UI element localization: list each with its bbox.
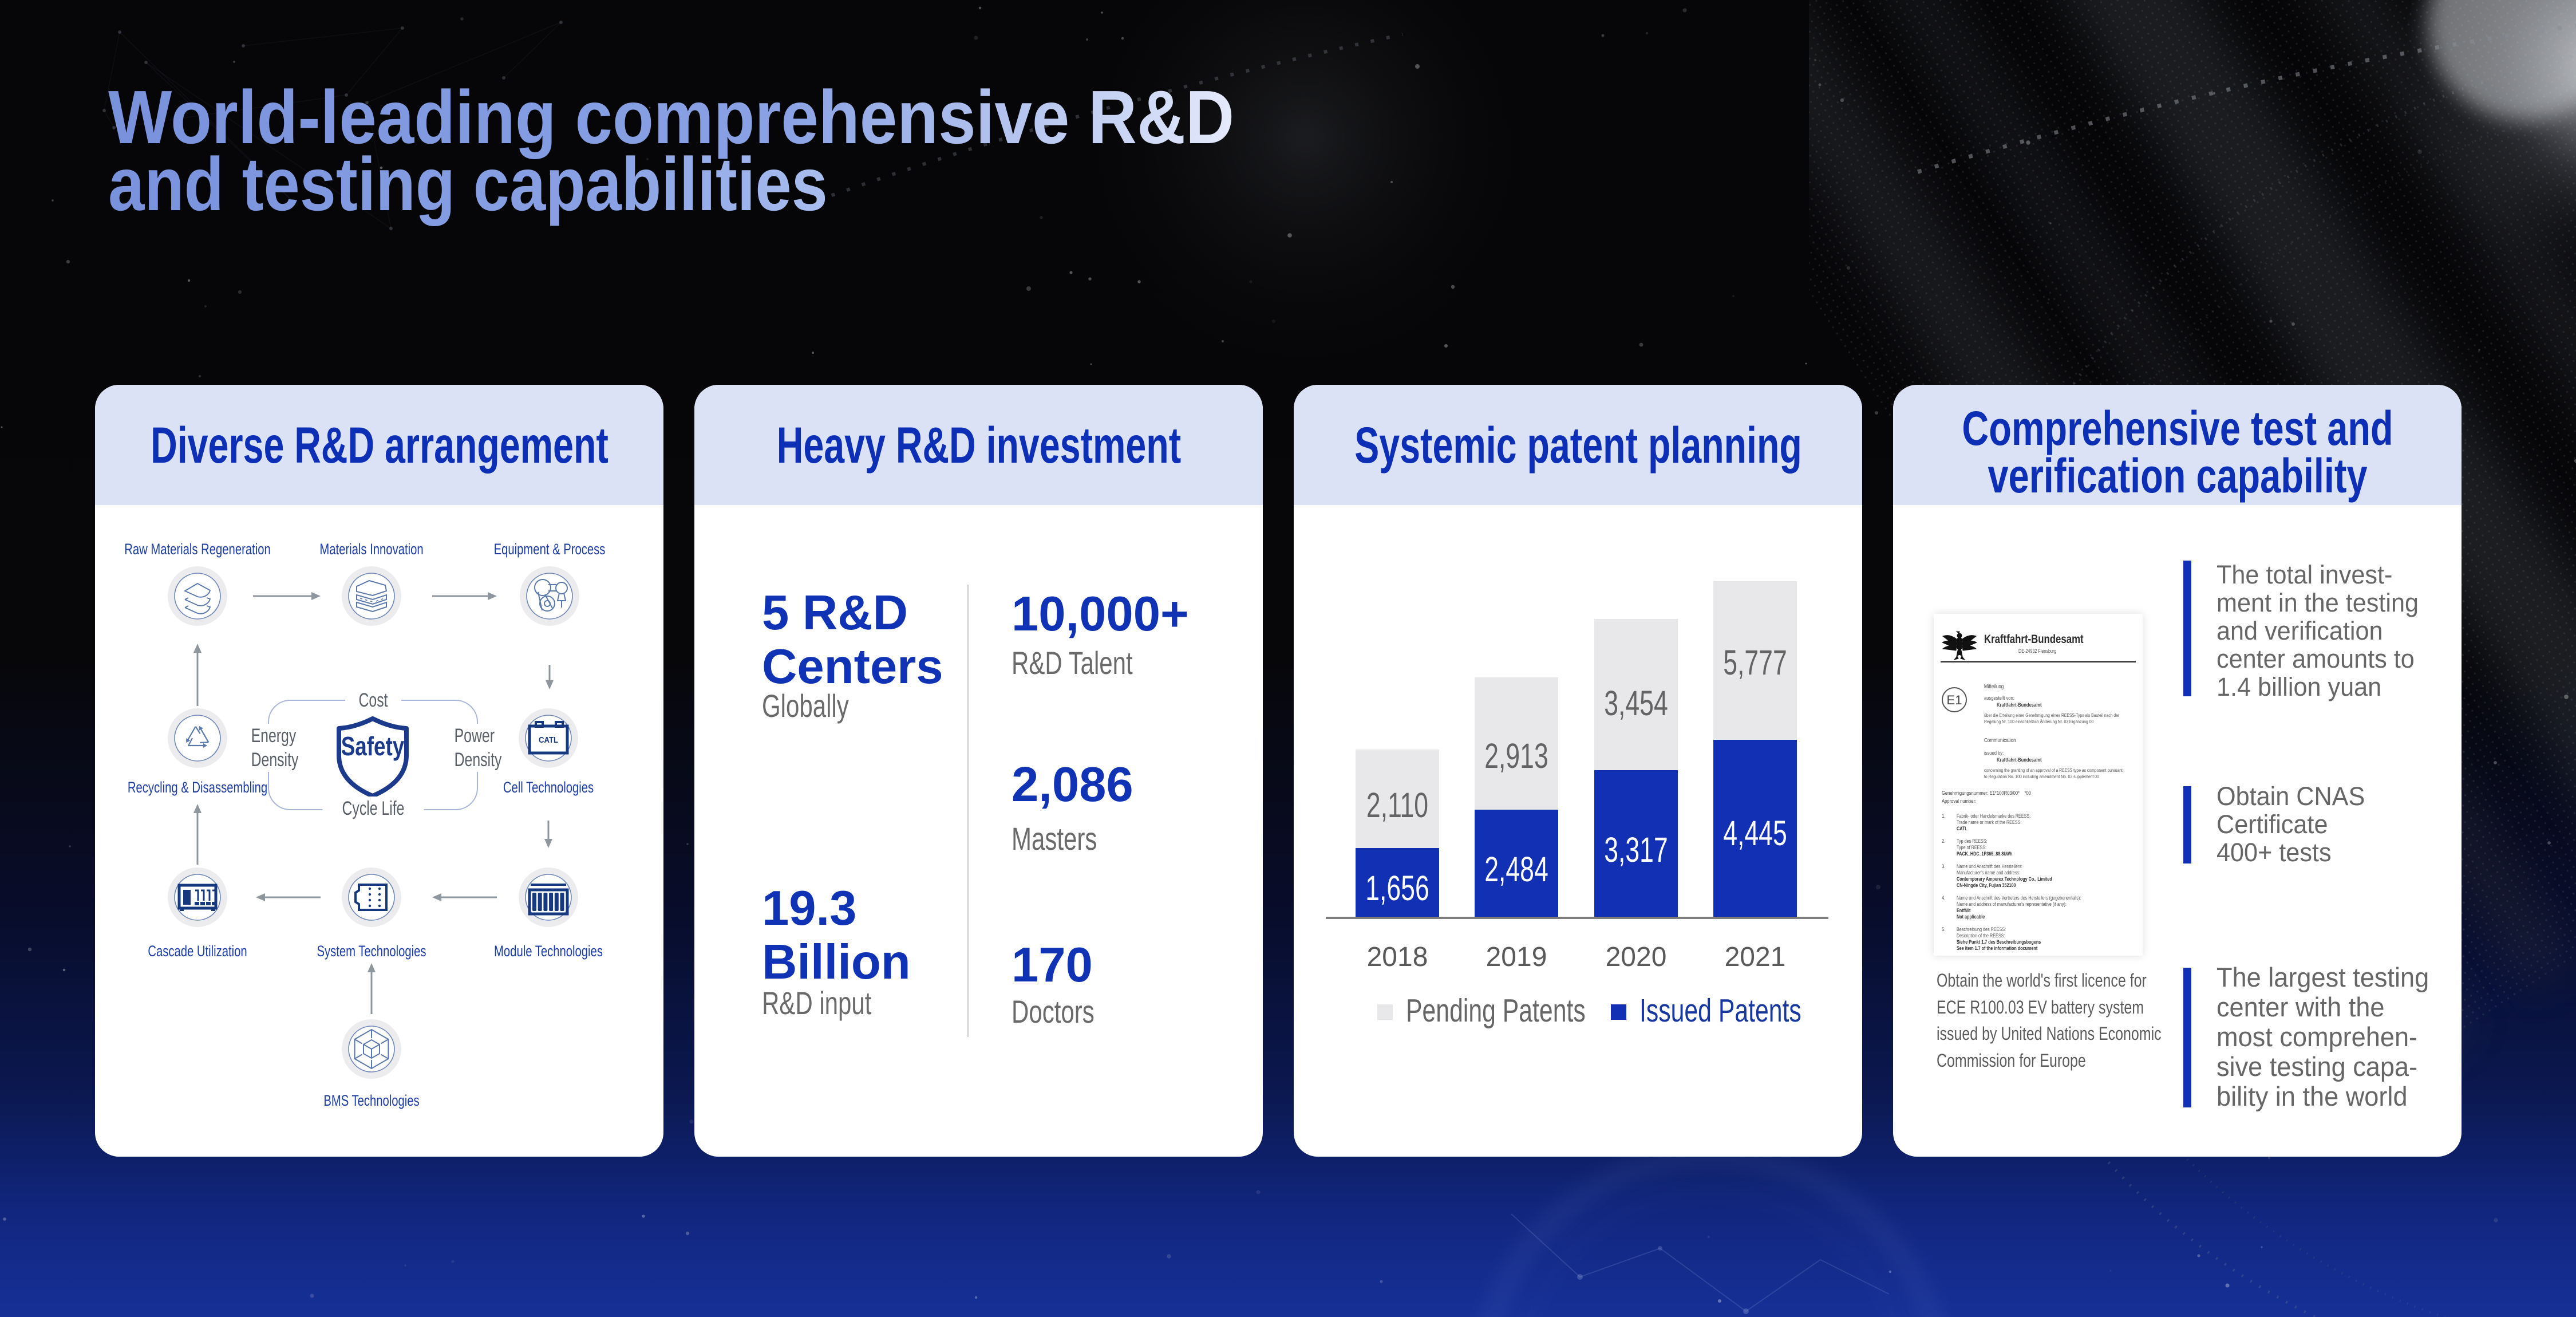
svg-text:CATL: CATL <box>539 735 558 745</box>
